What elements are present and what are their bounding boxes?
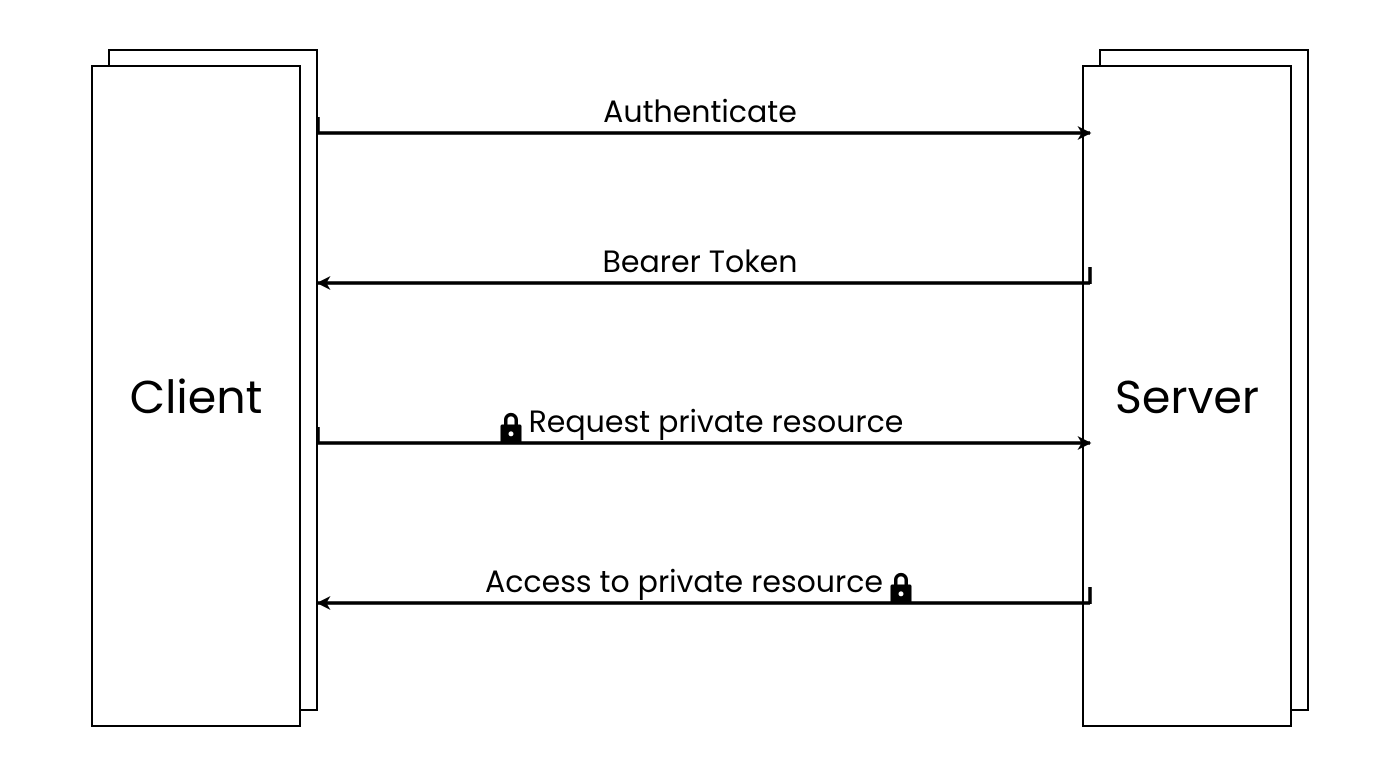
message-arrow-authenticate [318, 117, 1090, 134]
client-box-front [92, 66, 300, 726]
diagram-svg [0, 0, 1400, 763]
server-box-front [1083, 66, 1291, 726]
message-arrow-request-private [318, 427, 1090, 444]
diagram-canvas: ClientServerAuthenticateBearer TokenRequ… [0, 0, 1400, 763]
message-arrow-access-private [318, 587, 1090, 604]
message-arrow-bearer-token [318, 267, 1090, 284]
